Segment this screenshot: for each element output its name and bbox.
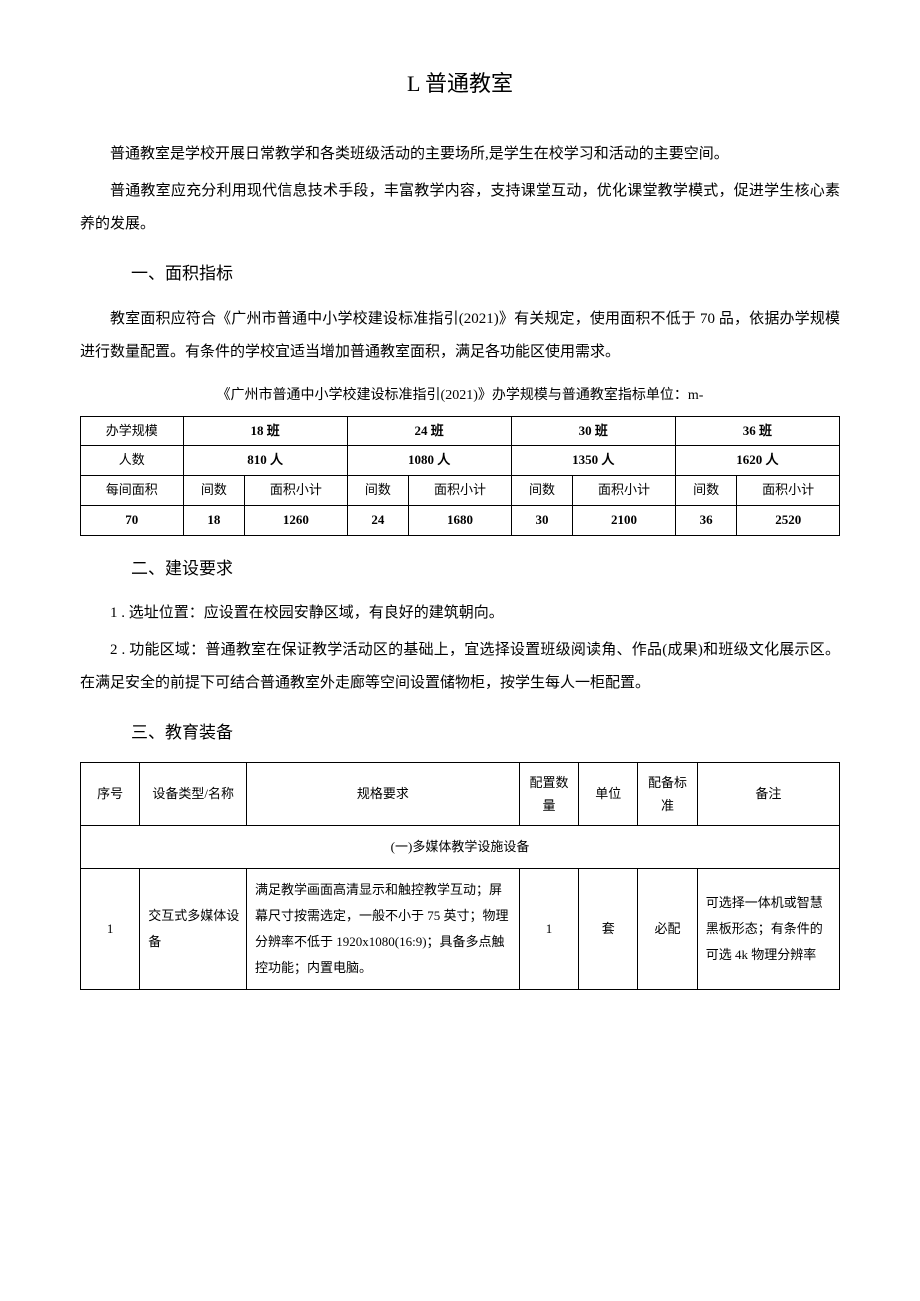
table-row: 人数 810 人 1080 人 1350 人 1620 人 [81, 446, 840, 476]
cell-value: 30 班 [511, 416, 675, 446]
cell-value: 70 [81, 505, 184, 535]
section-1-body: 教室面积应符合《广州市普通中小学校建设标准指引(2021)》有关规定，使用面积不… [80, 303, 840, 369]
cell-spec: 满足教学画面高清显示和触控教学互动；屏幕尺寸按需选定，一般不小于 75 英寸；物… [247, 869, 520, 990]
group-header-cell: (一)多媒体教学设施设备 [81, 826, 840, 869]
table-row: 每间面积 间数 面积小计 间数 面积小计 间数 面积小计 间数 面积小计 [81, 476, 840, 506]
col-header: 规格要求 [247, 762, 520, 826]
col-header: 序号 [81, 762, 140, 826]
cell-qty: 1 [519, 869, 578, 990]
cell-value: 24 班 [347, 416, 511, 446]
cell-value: 18 [183, 505, 245, 535]
section-2-heading: 二、建设要求 [80, 550, 840, 587]
section-3-heading: 三、教育装备 [80, 714, 840, 751]
section-1-heading: 一、面积指标 [80, 255, 840, 292]
cell-subheader: 间数 [511, 476, 573, 506]
cell-unit: 套 [579, 869, 638, 990]
cell-subheader: 面积小计 [409, 476, 512, 506]
cell-value: 2100 [573, 505, 676, 535]
cell-subheader: 间数 [183, 476, 245, 506]
cell-value: 1260 [245, 505, 348, 535]
cell-value: 18 班 [183, 416, 347, 446]
col-header: 配备标准 [638, 762, 697, 826]
cell-seq: 1 [81, 869, 140, 990]
cell-note: 可选择一体机或智慧黑板形态；有条件的可选 4k 物理分辨率 [697, 869, 839, 990]
col-header: 配置数量 [519, 762, 578, 826]
cell-subheader: 面积小计 [573, 476, 676, 506]
table-row: 1 交互式多媒体设备 满足教学画面高清显示和触控教学互动；屏幕尺寸按需选定，一般… [81, 869, 840, 990]
table-header-row: 序号 设备类型/名称 规格要求 配置数量 单位 配备标准 备注 [81, 762, 840, 826]
cell-value: 1080 人 [347, 446, 511, 476]
cell-label: 每间面积 [81, 476, 184, 506]
cell-standard: 必配 [638, 869, 697, 990]
cell-label: 办学规模 [81, 416, 184, 446]
cell-subheader: 面积小计 [737, 476, 840, 506]
intro-paragraph-1: 普通教室是学校开展日常教学和各类班级活动的主要场所,是学生在校学习和活动的主要空… [80, 138, 840, 171]
section-2-item-2: 2 . 功能区域：普通教室在保证教学活动区的基础上，宜选择设置班级阅读角、作品(… [80, 634, 840, 700]
cell-value: 1350 人 [511, 446, 675, 476]
cell-value: 2520 [737, 505, 840, 535]
area-indicator-table: 办学规模 18 班 24 班 30 班 36 班 人数 810 人 1080 人… [80, 416, 840, 536]
cell-subheader: 间数 [675, 476, 737, 506]
cell-value: 30 [511, 505, 573, 535]
table-row: 70 18 1260 24 1680 30 2100 36 2520 [81, 505, 840, 535]
cell-value: 1680 [409, 505, 512, 535]
cell-label: 人数 [81, 446, 184, 476]
table-group-row: (一)多媒体教学设施设备 [81, 826, 840, 869]
cell-value: 36 班 [675, 416, 839, 446]
cell-value: 810 人 [183, 446, 347, 476]
col-header: 设备类型/名称 [140, 762, 247, 826]
cell-subheader: 面积小计 [245, 476, 348, 506]
table-1-caption: 《广州市普通中小学校建设标准指引(2021)》办学规模与普通教室指标单位：m- [80, 381, 840, 412]
table-row: 办学规模 18 班 24 班 30 班 36 班 [81, 416, 840, 446]
cell-subheader: 间数 [347, 476, 409, 506]
cell-value: 1620 人 [675, 446, 839, 476]
col-header: 单位 [579, 762, 638, 826]
cell-value: 24 [347, 505, 409, 535]
intro-paragraph-2: 普通教室应充分利用现代信息技术手段，丰富教学内容，支持课堂互动，优化课堂教学模式… [80, 175, 840, 241]
equipment-table: 序号 设备类型/名称 规格要求 配置数量 单位 配备标准 备注 (一)多媒体教学… [80, 762, 840, 991]
col-header: 备注 [697, 762, 839, 826]
document-title: L 普通教室 [80, 60, 840, 108]
section-2-item-1: 1 . 选址位置：应设置在校园安静区域，有良好的建筑朝向。 [80, 597, 840, 630]
cell-value: 36 [675, 505, 737, 535]
cell-name: 交互式多媒体设备 [140, 869, 247, 990]
